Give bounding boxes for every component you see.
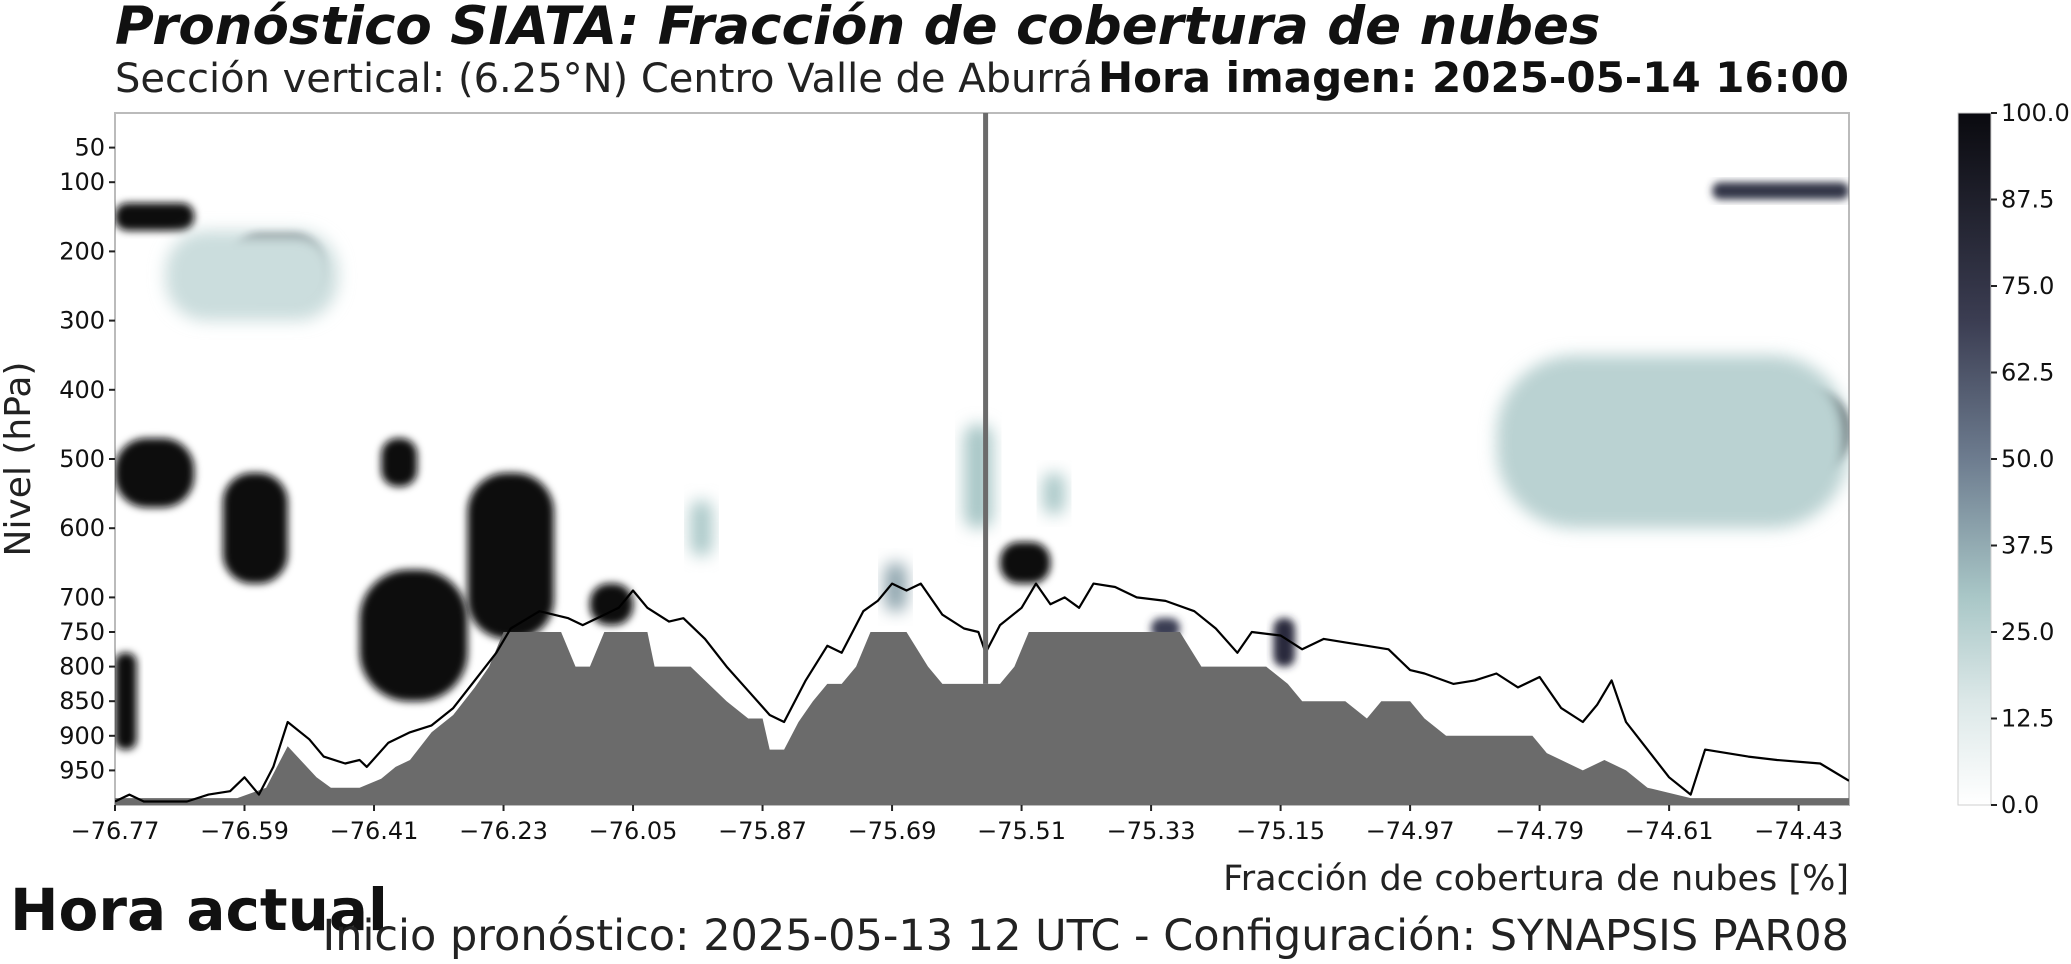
cloud-fraction-field xyxy=(115,182,1849,750)
y-axis-label: Nivel (hPa) xyxy=(0,362,39,557)
colorbar-tick-label-2: 25.0 xyxy=(2001,618,2054,646)
terrain-polygon xyxy=(115,632,1849,805)
image-time: Hora imagen: 2025-05-14 16:00 xyxy=(1098,53,1849,102)
x-tick-label-0: −76.77 xyxy=(71,817,160,845)
x-tick-label-6: −75.69 xyxy=(848,817,937,845)
cloud-blob-12 xyxy=(1496,355,1849,529)
cloud-blob-14 xyxy=(1273,618,1295,667)
cloud-blob-4 xyxy=(222,472,288,584)
cloud-blob-10 xyxy=(999,542,1051,584)
colorbar: 0.0 12.5 25.0 37.5 50.0 62.5 75.0 87.5 100.0 xyxy=(1957,99,2070,819)
x-axis-label: Fracción de cobertura de nubes [%] xyxy=(1223,859,1849,899)
colorbar-tick-label-4: 50.0 xyxy=(2001,445,2054,473)
colorbar-tick-label-1: 12.5 xyxy=(2001,705,2054,733)
x-tick-label-9: −75.15 xyxy=(1236,817,1325,845)
x-tick-label-1: −76.59 xyxy=(200,817,289,845)
cloud-blob-2 xyxy=(165,230,339,321)
y-tick-label-500: 500 xyxy=(59,445,105,473)
x-tick-label-8: −75.33 xyxy=(1107,817,1196,845)
y-axis-ticks: 50 100 200 300 400 500 600 700 750 800 850 900 950 xyxy=(59,134,115,784)
x-tick-label-11: −74.79 xyxy=(1495,817,1584,845)
colorbar-tick-label-6: 75.0 xyxy=(2001,272,2054,300)
y-tick-label-800: 800 xyxy=(59,653,105,681)
cloud-blob-13 xyxy=(1712,182,1849,200)
y-tick-label-300: 300 xyxy=(59,307,105,335)
y-tick-label-750: 750 xyxy=(59,618,105,646)
cloud-blob-17 xyxy=(1043,472,1065,515)
y-tick-label-850: 850 xyxy=(59,687,105,715)
x-tick-label-5: −75.87 xyxy=(718,817,807,845)
cloud-blob-18 xyxy=(690,500,713,556)
chart-subtitle: Sección vertical: (6.25°N) Centro Valle … xyxy=(115,56,1093,102)
cloud-blob-9 xyxy=(115,652,137,750)
cloud-blob-16 xyxy=(964,424,993,529)
x-tick-label-4: −76.05 xyxy=(589,817,678,845)
x-tick-label-2: −76.41 xyxy=(330,817,419,845)
colorbar-tick-label-7: 87.5 xyxy=(2001,186,2054,214)
plot-area xyxy=(114,112,1850,806)
colorbar-gradient xyxy=(1957,112,1992,806)
cloud-blob-0 xyxy=(115,202,195,231)
cloud-blob-5 xyxy=(381,438,418,487)
y-tick-label-700: 700 xyxy=(59,583,105,611)
x-tick-label-3: −76.23 xyxy=(459,817,548,845)
x-tick-label-10: −74.97 xyxy=(1366,817,1455,845)
x-tick-label-13: −74.43 xyxy=(1754,817,1843,845)
contour-line xyxy=(115,582,1849,803)
terrain-layer xyxy=(115,632,1849,805)
colorbar-tick-label-3: 37.5 xyxy=(2001,532,2054,560)
colorbar-tick-label-8: 100.0 xyxy=(2001,99,2070,127)
cloud-blob-8 xyxy=(589,583,634,626)
contour-layer xyxy=(115,582,1849,803)
chart-title: Pronóstico SIATA: Fracción de cobertura … xyxy=(115,0,1600,57)
y-tick-label-600: 600 xyxy=(59,514,105,542)
colorbar-tick-label-5: 62.5 xyxy=(2001,359,2054,387)
y-tick-label-950: 950 xyxy=(59,756,105,784)
cloud-blob-19 xyxy=(884,562,907,612)
y-tick-label-400: 400 xyxy=(59,376,105,404)
x-axis-ticks: −76.77 −76.59 −76.41 −76.23 −76.05 −75.87 −75.… xyxy=(71,805,1843,845)
forecast-footer: Inicio pronóstico: 2025-05-13 12 UTC - C… xyxy=(323,911,1849,961)
y-tick-label-200: 200 xyxy=(59,237,105,265)
y-tick-label-100: 100 xyxy=(59,168,105,196)
x-tick-label-7: −75.51 xyxy=(977,817,1066,845)
colorbar-tick-label-0: 0.0 xyxy=(2001,791,2039,819)
cloud-blob-7 xyxy=(359,569,468,702)
cloud-blob-3 xyxy=(115,438,195,508)
y-tick-label-900: 900 xyxy=(59,722,105,750)
colorbar-ticks: 0.0 12.5 25.0 37.5 50.0 62.5 75.0 87.5 100.0 xyxy=(1991,99,2070,819)
cloud-blob-6 xyxy=(467,472,554,639)
y-tick-label-50: 50 xyxy=(74,134,105,162)
x-tick-label-12: −74.61 xyxy=(1625,817,1714,845)
current-time-label: Hora actual xyxy=(10,876,388,944)
